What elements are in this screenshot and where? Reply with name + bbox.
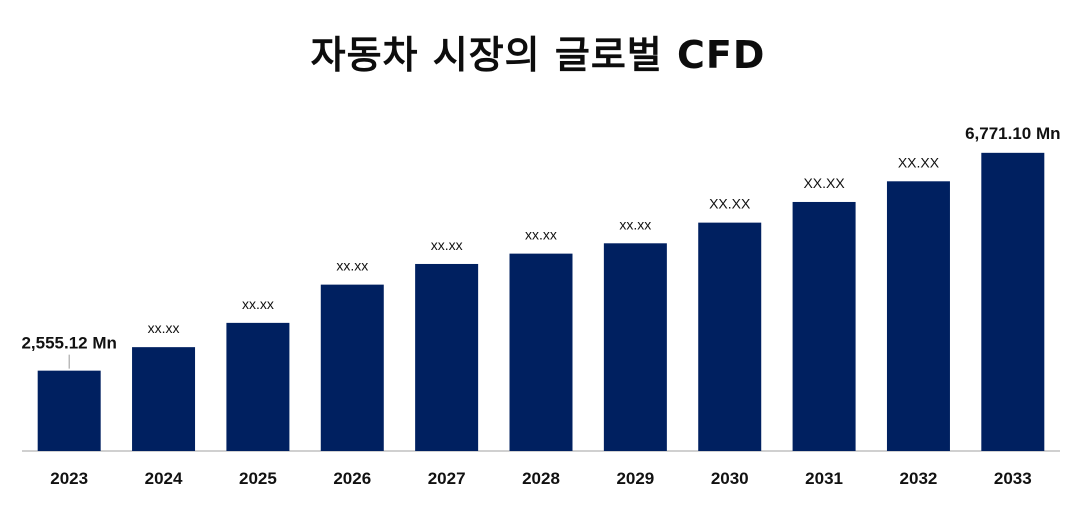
data-label-2025: xx.xx — [242, 296, 274, 312]
x-tick-label-2025: 2025 — [239, 469, 277, 488]
x-tick-label-2023: 2023 — [50, 469, 88, 488]
bar-2029 — [603, 243, 667, 451]
x-tick-label-2028: 2028 — [522, 469, 560, 488]
x-tick-label-2032: 2032 — [900, 469, 938, 488]
data-label-2031: XX.XX — [803, 175, 845, 191]
data-label-2026: xx.xx — [336, 258, 368, 274]
x-tick-label-2029: 2029 — [616, 469, 654, 488]
x-tick-label-2031: 2031 — [805, 469, 843, 488]
bar-2027 — [415, 263, 479, 451]
bar-2026 — [320, 284, 384, 451]
data-label-2032: XX.XX — [898, 154, 940, 170]
bar-2032 — [886, 181, 950, 452]
x-tick-label-2033: 2033 — [994, 469, 1032, 488]
x-tick-label-2026: 2026 — [333, 469, 371, 488]
data-label-2023: 2,555.12 Mn — [21, 334, 116, 353]
data-label-2027: xx.xx — [431, 237, 463, 253]
data-label-2024: xx.xx — [148, 320, 180, 336]
data-label-2029: xx.xx — [619, 216, 651, 232]
bar-2024 — [132, 347, 196, 451]
bar-2030 — [698, 222, 762, 451]
x-tick-label-2027: 2027 — [428, 469, 466, 488]
chart-title: 자동차 시장의 글로벌 CFD — [310, 33, 766, 77]
data-label-2033: 6,771.10 Mn — [965, 124, 1060, 143]
data-label-2030: XX.XX — [709, 196, 751, 212]
bar-2023 — [37, 370, 101, 451]
data-label-2028: xx.xx — [525, 227, 557, 243]
bar-2033 — [981, 152, 1045, 452]
x-tick-label-2024: 2024 — [145, 469, 183, 488]
bar-2028 — [509, 253, 573, 451]
bar-2025 — [226, 322, 290, 451]
bar-2031 — [792, 201, 856, 451]
x-tick-label-2030: 2030 — [711, 469, 749, 488]
